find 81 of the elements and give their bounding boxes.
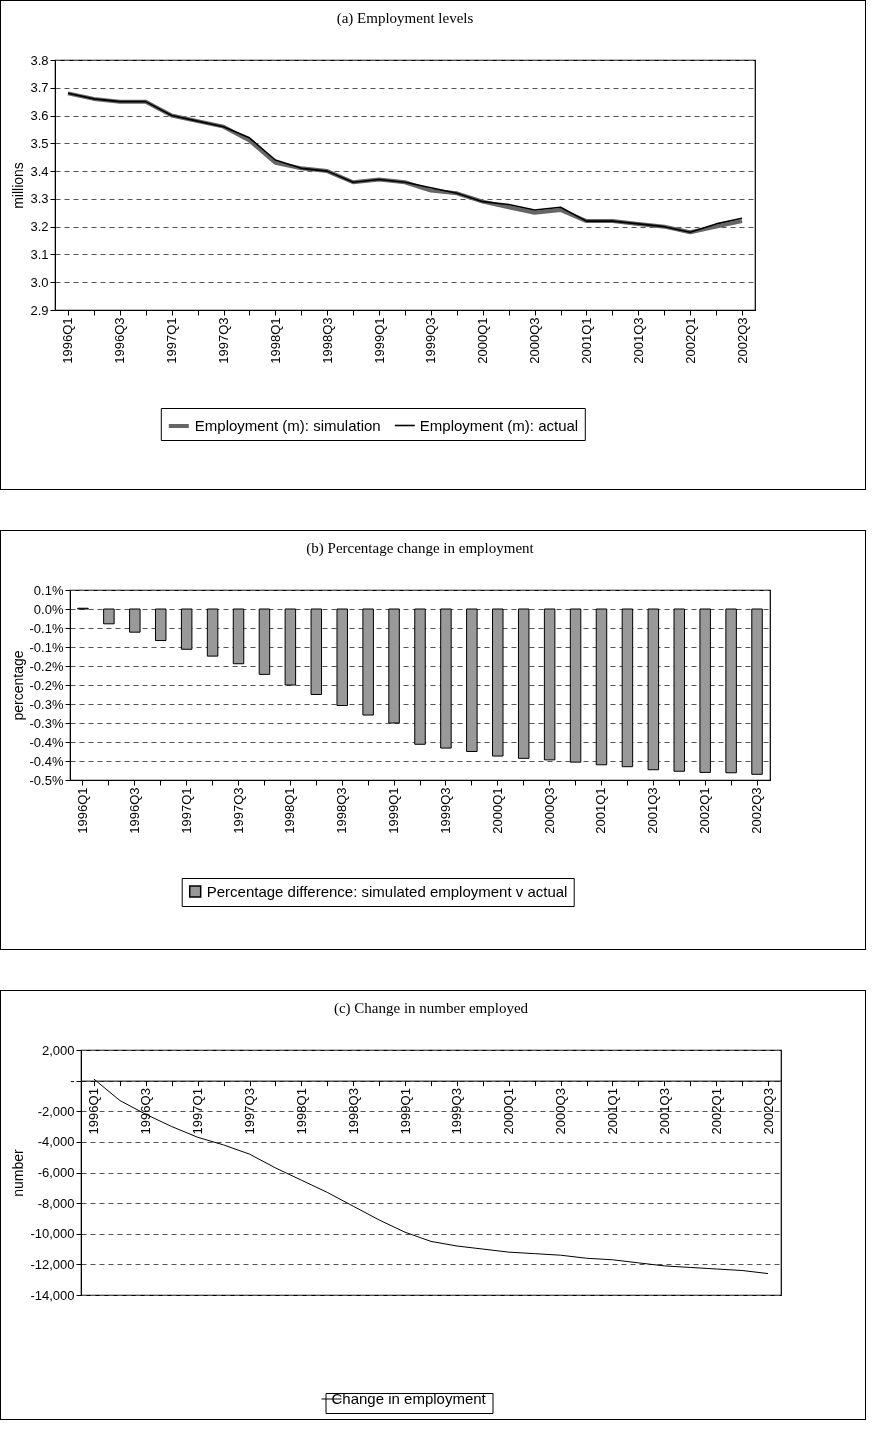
x-tick-label: 2002Q3: [760, 1088, 776, 1135]
y-axis-title: millions: [10, 162, 27, 209]
x-tick-label: 1999Q3: [423, 317, 439, 364]
x-tick-label: 1996Q3: [138, 1088, 154, 1135]
x-tick-label: 1999Q1: [386, 787, 402, 834]
x-tick-label: 2001Q3: [656, 1088, 672, 1135]
y-tick-label: -0.5%: [29, 772, 64, 788]
y-tick-label: -0.4%: [29, 753, 64, 769]
x-tick-label: 1996Q3: [112, 317, 128, 364]
y-tick-label: -0.3%: [29, 715, 64, 731]
y-tick-label: -10,000: [30, 1226, 75, 1242]
y-tick-label: -0.2%: [29, 677, 64, 693]
y-tick-label: -14,000: [30, 1287, 75, 1303]
x-tick-label: 1997Q1: [190, 1088, 206, 1135]
x-tick-label: 1996Q1: [86, 1088, 102, 1135]
x-tick-label: 1996Q1: [74, 787, 90, 834]
x-tick-label: 2001Q3: [630, 317, 646, 364]
chart-title: (a) Employment levels: [336, 10, 474, 27]
x-tick-label: 1997Q1: [164, 317, 180, 364]
x-tick-label: 1997Q3: [230, 787, 246, 834]
y-tick-label: 3.1: [30, 246, 49, 262]
x-tick-label: 1998Q3: [334, 787, 350, 834]
x-tick-label: 1998Q1: [293, 1088, 309, 1135]
y-tick-label: -4,000: [37, 1134, 75, 1150]
x-tick-label: 2000Q1: [489, 787, 505, 834]
chart-title: (c) Change in number employed: [333, 1000, 529, 1017]
x-tick-label: 1998Q1: [282, 787, 298, 834]
x-tick-label: 1997Q3: [242, 1088, 258, 1135]
y-tick-label: 3.0: [30, 274, 49, 290]
x-tick-label: 2000Q3: [541, 787, 557, 834]
y-tick-label: 3.2: [30, 219, 49, 235]
x-tick-label: 2000Q1: [475, 317, 491, 364]
x-tick-label: 1998Q1: [267, 317, 283, 364]
x-tick-label: 2002Q1: [697, 787, 713, 834]
x-tick-label: 1998Q3: [319, 317, 335, 364]
x-tick-label: 1997Q1: [178, 787, 194, 834]
x-tick-label: 2002Q3: [749, 787, 765, 834]
x-tick-label: 1996Q1: [60, 317, 76, 364]
y-tick-label: 0.1%: [33, 582, 64, 598]
y-tick-label: -0.3%: [29, 696, 64, 712]
x-tick-label: 2000Q3: [527, 317, 543, 364]
chart-title: (b) Percentage change in employment: [306, 540, 535, 557]
x-tick-label: 2002Q1: [682, 317, 698, 364]
x-tick-label: 2001Q1: [578, 317, 594, 364]
x-tick-label: 1998Q3: [345, 1088, 361, 1135]
legend-label: Percentage difference: simulated employment v actual: [206, 882, 568, 900]
x-tick-label: 2001Q3: [645, 787, 661, 834]
y-tick-label: 0.0%: [33, 601, 64, 617]
y-tick-label: 3.7: [30, 80, 49, 96]
y-tick-label: 3.8: [30, 52, 49, 68]
y-tick-label: -0.2%: [29, 658, 64, 674]
x-tick-label: 2002Q3: [734, 317, 750, 364]
y-tick-label: -2,000: [37, 1103, 75, 1119]
y-tick-label: 3.6: [30, 108, 49, 124]
x-tick-label: 1999Q1: [397, 1088, 413, 1135]
x-tick-label: 1999Q3: [449, 1088, 465, 1135]
y-tick-label: -: [70, 1073, 75, 1089]
y-tick-label: 3.3: [30, 191, 49, 207]
y-tick-label: 3.4: [30, 163, 49, 179]
y-tick-label: -8,000: [37, 1195, 75, 1211]
y-tick-label: 2,000: [41, 1042, 75, 1058]
x-tick-label: 1999Q1: [371, 317, 387, 364]
y-tick-label: -0.1%: [29, 639, 64, 655]
y-tick-label: -0.1%: [29, 620, 64, 636]
x-tick-label: 1999Q3: [437, 787, 453, 834]
y-tick-label: 3.5: [30, 135, 49, 151]
y-axis-title: percentage: [9, 650, 26, 721]
y-axis-title: number: [10, 1148, 27, 1197]
x-tick-label: 2001Q1: [604, 1088, 620, 1135]
legend-label: Employment (m): actual: [419, 416, 579, 434]
y-tick-label: 2.9: [30, 302, 49, 318]
x-tick-label: 2001Q1: [593, 787, 609, 834]
x-tick-label: 2000Q3: [553, 1088, 569, 1135]
x-tick-label: 2000Q1: [501, 1088, 517, 1135]
legend-label: Employment (m): simulation: [194, 417, 381, 434]
x-tick-label: 1996Q3: [126, 787, 142, 834]
y-tick-label: -6,000: [37, 1165, 75, 1180]
x-tick-label: 1997Q3: [216, 317, 232, 364]
y-tick-label: -12,000: [30, 1256, 75, 1272]
x-tick-label: 2002Q1: [708, 1088, 724, 1135]
y-tick-label: -0.4%: [29, 734, 64, 750]
